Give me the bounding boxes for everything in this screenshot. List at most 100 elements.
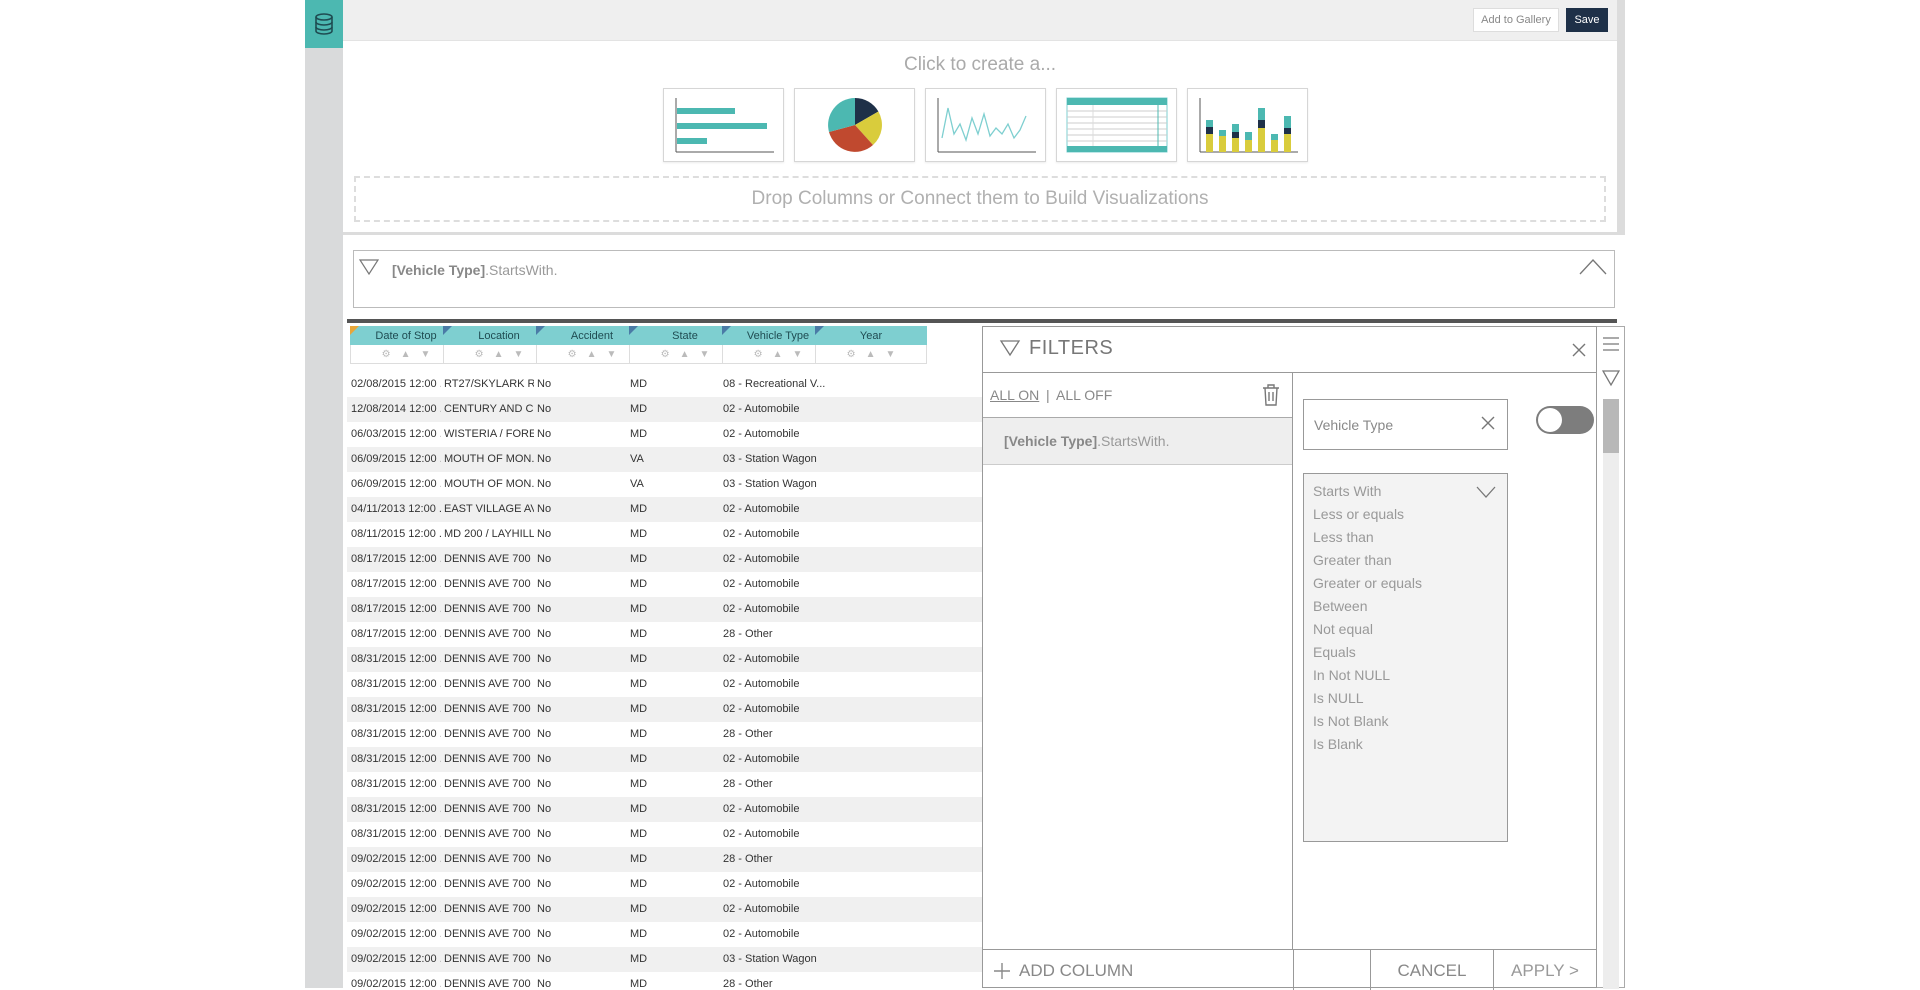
operator-option[interactable]: Is NULL — [1313, 690, 1364, 706]
filter-expression-bar[interactable]: [Vehicle Type].StartsWith. — [353, 250, 1615, 308]
sort-descending-icon[interactable]: ▼ — [885, 348, 896, 360]
table-row[interactable]: 08/31/2015 12:00 ... DENNIS AVE 700 ... No… — [347, 722, 982, 747]
clear-icon[interactable] — [1480, 415, 1496, 431]
table-row[interactable]: 09/02/2015 12:00 ... DENNIS AVE 700 ... No… — [347, 872, 982, 897]
table-row[interactable]: 08/31/2015 12:00 ... DENNIS AVE 700 ... No… — [347, 747, 982, 772]
operator-option[interactable]: Less than — [1313, 529, 1374, 545]
table-cell: CENTURY AND CR... — [444, 403, 534, 415]
sort-ascending-icon[interactable]: ▲ — [586, 348, 597, 360]
scrollbar-thumb[interactable] — [1603, 399, 1619, 453]
sort-ascending-icon[interactable]: ▲ — [865, 348, 876, 360]
gear-icon[interactable]: ⚙ — [846, 348, 856, 360]
table-row[interactable]: 12/08/2014 12:00 ...CENTURY AND CR...No M… — [347, 397, 982, 422]
table-cell: DENNIS AVE 700 ... — [444, 628, 534, 640]
operator-option[interactable]: Greater than — [1313, 552, 1392, 568]
all-on-link[interactable]: ALL ON — [990, 387, 1040, 403]
builder-right-rail — [1617, 0, 1625, 235]
table-row[interactable]: 02/08/2015 12:00 ... RT27/SKYLARK RD No MD 0… — [347, 372, 982, 397]
operator-option[interactable]: Equals — [1313, 644, 1356, 660]
table-row[interactable]: 08/17/2015 12:00 ... DENNIS AVE 700 ... No… — [347, 572, 982, 597]
table-row[interactable]: 09/02/2015 12:00 ... DENNIS AVE 700 ... No… — [347, 922, 982, 947]
menu-icon[interactable] — [1602, 335, 1620, 353]
operator-option[interactable]: Starts With — [1313, 483, 1382, 499]
column-type-marker — [815, 326, 824, 335]
table-row[interactable]: 09/02/2015 12:00 ... DENNIS AVE 700 ... No… — [347, 972, 982, 988]
sort-descending-icon[interactable]: ▼ — [513, 348, 524, 360]
table-row[interactable]: 08/31/2015 12:00 ... DENNIS AVE 700 ... No… — [347, 647, 982, 672]
table-row[interactable]: 08/17/2015 12:00 ... DENNIS AVE 700 ... No… — [347, 547, 982, 572]
sort-descending-icon[interactable]: ▼ — [699, 348, 710, 360]
table-row[interactable]: 08/31/2015 12:00 ... DENNIS AVE 700 ... No… — [347, 797, 982, 822]
add-column-button[interactable]: ADD COLUMN — [993, 961, 1133, 981]
table-row[interactable]: 08/31/2015 12:00 ... DENNIS AVE 700 ... No… — [347, 772, 982, 797]
table-option[interactable] — [1056, 88, 1177, 162]
table-row[interactable]: 09/02/2015 12:00 ... DENNIS AVE 700 ... No… — [347, 847, 982, 872]
sort-ascending-icon[interactable]: ▲ — [679, 348, 690, 360]
sort-descending-icon[interactable]: ▼ — [420, 348, 431, 360]
operator-dropdown[interactable]: Starts With Less or equals Less than Greate… — [1303, 473, 1508, 842]
operator-option[interactable]: Not equal — [1313, 621, 1373, 637]
gear-icon[interactable]: ⚙ — [474, 348, 484, 360]
gear-icon[interactable]: ⚙ — [660, 348, 670, 360]
operator-option[interactable]: Is Not Blank — [1313, 713, 1389, 729]
table-row[interactable]: 06/09/2015 12:00 ... MOUTH OF MON... No VA 0… — [347, 472, 982, 497]
table-row[interactable]: 09/02/2015 12:00 ... DENNIS AVE 700 ... No… — [347, 947, 982, 972]
gear-icon[interactable]: ⚙ — [567, 348, 577, 360]
cancel-button[interactable]: CANCEL — [1397, 961, 1467, 980]
add-to-gallery-button[interactable]: Add to Gallery — [1473, 8, 1559, 32]
table-cell: DENNIS AVE 700 ... — [444, 803, 534, 815]
table-row[interactable]: 08/31/2015 12:00 ... DENNIS AVE 700 ... No… — [347, 697, 982, 722]
column-header[interactable]: Location ⚙ ▲ ▼ — [443, 326, 555, 368]
column-header[interactable]: State ⚙ ▲ ▼ — [629, 326, 741, 368]
apply-button[interactable]: APPLY > — [1511, 961, 1579, 980]
add-column-label: ADD COLUMN — [1019, 961, 1134, 980]
table-row[interactable]: 08/31/2015 12:00 ... DENNIS AVE 700 ... No… — [347, 822, 982, 847]
operator-option[interactable]: In Not NULL — [1313, 667, 1391, 683]
database-button[interactable] — [305, 0, 343, 48]
sort-descending-icon[interactable]: ▼ — [792, 348, 803, 360]
table-row[interactable]: 06/03/2015 12:00 ...WISTERIA / FORES...N… — [347, 422, 982, 447]
operator-option[interactable]: Is Blank — [1313, 736, 1363, 752]
operator-option[interactable]: Between — [1313, 598, 1368, 614]
table-row[interactable]: 04/11/2013 12:00 ...EAST VILLAGE AV/...N… — [347, 497, 982, 522]
table-cell: No — [537, 528, 552, 540]
table-row[interactable]: 09/02/2015 12:00 ... DENNIS AVE 700 ... No… — [347, 897, 982, 922]
filter-toggle[interactable] — [1536, 406, 1594, 434]
table-cell: No — [537, 553, 552, 565]
all-off-link[interactable]: ALL OFF — [1056, 387, 1113, 403]
filter-icon[interactable] — [1602, 369, 1620, 387]
save-button[interactable]: Save — [1566, 8, 1608, 32]
sort-ascending-icon[interactable]: ▲ — [772, 348, 783, 360]
table-row[interactable]: 06/09/2015 12:00 ... MOUTH OF MON... No VA 0… — [347, 447, 982, 472]
sort-descending-icon[interactable]: ▼ — [606, 348, 617, 360]
column-header[interactable]: Accident ⚙ ▲ ▼ — [536, 326, 648, 368]
vertical-scrollbar[interactable] — [1603, 399, 1619, 989]
line-chart-option[interactable] — [925, 88, 1046, 162]
chevron-down-icon[interactable] — [1475, 485, 1497, 499]
table-row[interactable]: 08/11/2015 12:00 ...MD 200 / LAYHILL ...… — [347, 522, 982, 547]
table-row[interactable]: 08/17/2015 12:00 ... DENNIS AVE 700 ... No… — [347, 597, 982, 622]
filters-list-pane: ALL ON | ALL OFF [Vehicle Type].StartsWi… — [983, 373, 1293, 949]
trash-icon[interactable] — [1261, 383, 1281, 407]
operator-option[interactable]: Less or equals — [1313, 506, 1405, 522]
gear-icon[interactable]: ⚙ — [753, 348, 763, 360]
table-row[interactable]: 08/31/2015 12:00 ... DENNIS AVE 700 ... No… — [347, 672, 982, 697]
chevron-up-icon[interactable] — [1578, 257, 1608, 277]
sort-ascending-icon[interactable]: ▲ — [493, 348, 504, 360]
filter-icon — [999, 340, 1021, 357]
operator-option[interactable]: Greater or equals — [1313, 575, 1422, 591]
gear-icon[interactable]: ⚙ — [381, 348, 391, 360]
bar-chart-option[interactable] — [663, 88, 784, 162]
filter-list-item[interactable]: [Vehicle Type].StartsWith. — [983, 418, 1292, 465]
close-icon[interactable] — [1571, 342, 1587, 358]
visualization-type-picker — [663, 88, 1308, 162]
column-header[interactable]: Date of Stop ⚙ ▲ ▼ — [350, 326, 462, 368]
column-field[interactable]: Vehicle Type — [1303, 399, 1508, 450]
drop-zone[interactable]: Drop Columns or Connect them to Build Vi… — [354, 176, 1606, 222]
column-header[interactable]: Vehicle Type ⚙ ▲ ▼ — [722, 326, 834, 368]
column-header[interactable]: Year ⚙ ▲ ▼ — [815, 326, 927, 368]
pie-chart-option[interactable] — [794, 88, 915, 162]
sort-ascending-icon[interactable]: ▲ — [400, 348, 411, 360]
table-row[interactable]: 08/17/2015 12:00 ... DENNIS AVE 700 ... No… — [347, 622, 982, 647]
column-chart-option[interactable] — [1187, 88, 1308, 162]
